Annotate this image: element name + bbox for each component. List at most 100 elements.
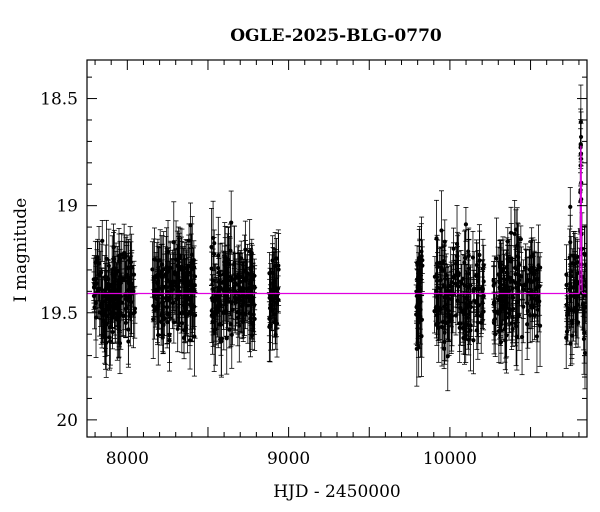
data-point xyxy=(232,263,238,332)
point-marker xyxy=(432,309,437,314)
x-axis-label: HJD - 2450000 xyxy=(273,482,401,502)
data-point xyxy=(567,187,573,227)
point-marker xyxy=(567,287,572,292)
point-marker xyxy=(414,260,420,265)
point-marker xyxy=(230,277,235,282)
point-marker xyxy=(164,274,169,279)
data-point xyxy=(216,275,222,305)
point-marker xyxy=(463,333,468,338)
point-marker xyxy=(463,255,468,260)
point-marker xyxy=(93,276,99,282)
point-marker xyxy=(192,313,198,318)
point-marker xyxy=(434,322,439,327)
data-point xyxy=(128,255,134,322)
point-marker xyxy=(270,258,275,263)
data-point xyxy=(184,268,190,336)
data-point xyxy=(446,271,452,311)
point-marker xyxy=(571,308,576,313)
point-marker xyxy=(223,255,228,260)
point-marker xyxy=(177,253,183,258)
point-marker xyxy=(459,281,464,286)
point-marker xyxy=(229,332,234,337)
point-marker xyxy=(525,322,530,327)
data-point xyxy=(109,269,115,314)
y-tick-label: 19.5 xyxy=(40,304,78,324)
point-marker xyxy=(466,337,471,342)
data-point xyxy=(211,237,217,272)
point-marker xyxy=(419,317,425,322)
point-marker xyxy=(567,308,572,313)
x-tick-label: 9000 xyxy=(267,449,310,469)
point-marker xyxy=(414,346,419,351)
point-marker xyxy=(172,272,177,277)
data-point xyxy=(497,262,503,313)
data-point xyxy=(159,235,165,316)
data-point xyxy=(462,229,468,287)
data-point xyxy=(438,246,444,314)
point-marker xyxy=(164,264,169,270)
point-marker xyxy=(110,329,115,335)
point-marker xyxy=(442,330,447,335)
point-marker xyxy=(439,228,444,233)
point-marker xyxy=(243,311,248,316)
data-point xyxy=(503,297,509,374)
point-marker xyxy=(131,272,137,277)
data-point xyxy=(269,281,275,332)
point-marker xyxy=(154,305,159,310)
data-point xyxy=(218,299,224,378)
data-point xyxy=(158,298,164,346)
point-marker xyxy=(186,238,192,243)
point-marker xyxy=(215,295,221,300)
data-point xyxy=(567,264,573,304)
point-marker xyxy=(102,288,107,293)
point-marker xyxy=(175,263,180,268)
data-point xyxy=(500,239,506,299)
data-point xyxy=(434,239,440,310)
point-marker xyxy=(518,237,523,242)
point-marker xyxy=(576,320,581,325)
data-point xyxy=(503,289,509,359)
data-point xyxy=(186,223,192,258)
point-marker xyxy=(224,336,229,341)
point-marker xyxy=(159,319,164,324)
point-marker xyxy=(498,339,504,345)
point-marker xyxy=(480,285,485,290)
x-tick-label: 10000 xyxy=(423,449,477,469)
data-point xyxy=(496,254,502,310)
data-points-layer xyxy=(91,84,587,392)
data-point xyxy=(177,227,183,284)
point-marker xyxy=(161,267,166,272)
point-marker xyxy=(212,329,217,334)
data-point xyxy=(274,277,280,329)
point-marker xyxy=(155,287,160,292)
y-axis-label: I magnitude xyxy=(11,198,31,302)
data-point xyxy=(509,271,515,306)
data-point xyxy=(513,300,519,347)
point-marker xyxy=(505,239,510,244)
point-marker xyxy=(444,272,449,278)
data-point xyxy=(534,252,540,289)
point-marker xyxy=(456,284,461,289)
point-marker xyxy=(415,311,420,316)
point-marker xyxy=(445,296,451,301)
data-point xyxy=(481,244,487,286)
point-marker xyxy=(510,286,515,291)
point-marker xyxy=(107,335,112,340)
point-marker xyxy=(500,303,505,309)
data-point xyxy=(224,301,230,375)
point-marker xyxy=(117,309,122,314)
point-marker xyxy=(535,298,540,303)
point-marker xyxy=(436,325,441,330)
point-marker xyxy=(191,265,197,270)
data-point xyxy=(527,287,533,344)
point-marker xyxy=(187,338,193,343)
point-marker xyxy=(449,318,454,323)
point-marker xyxy=(209,244,214,250)
point-marker xyxy=(192,288,197,293)
point-marker xyxy=(276,263,281,268)
data-point xyxy=(475,284,481,360)
data-point xyxy=(440,295,446,349)
point-marker xyxy=(457,325,462,330)
point-marker xyxy=(274,300,279,305)
data-point xyxy=(116,275,122,348)
